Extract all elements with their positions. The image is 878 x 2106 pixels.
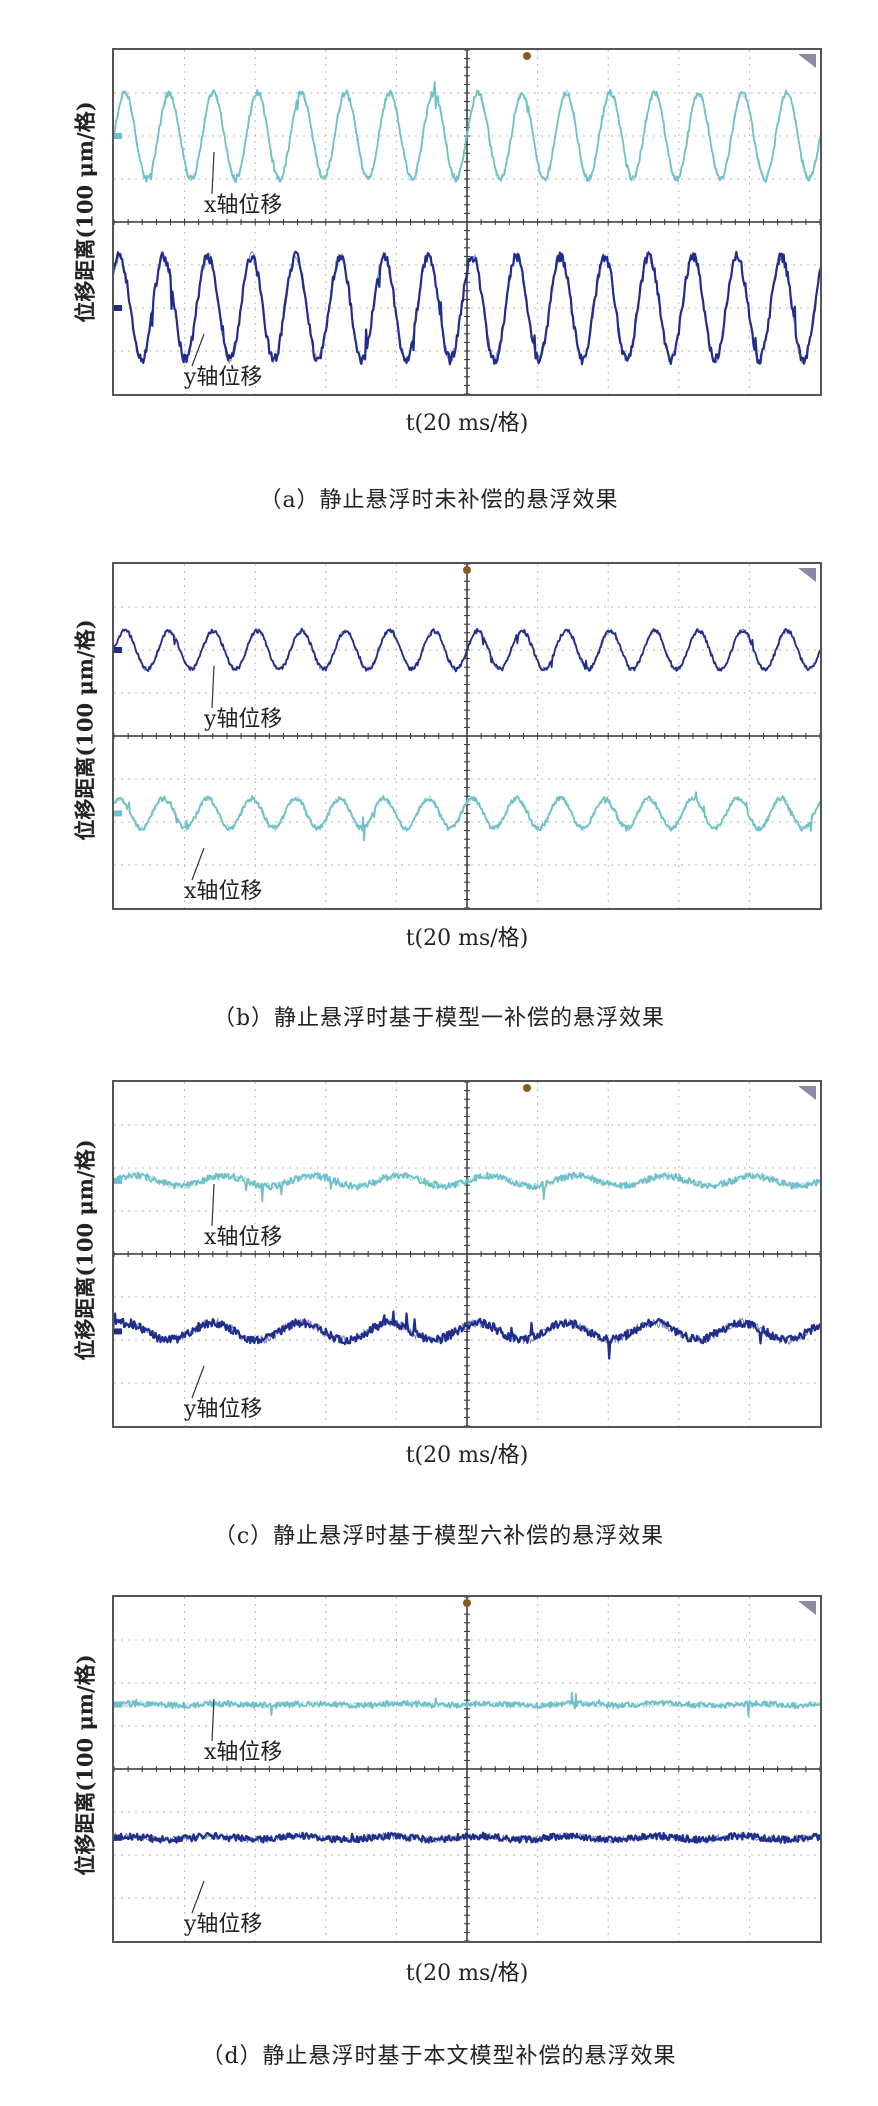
- trace-label-bottom: y轴位移: [183, 1397, 262, 1422]
- trace-line: [114, 794, 820, 833]
- leader-line: [211, 1698, 215, 1742]
- trace-line: [114, 627, 820, 673]
- trigger-marker-icon: [463, 1599, 471, 1607]
- trace-label-top: x轴位移: [204, 1740, 282, 1765]
- trace-label-top: x轴位移: [204, 193, 282, 218]
- channel-ground-marker: [114, 305, 122, 311]
- y-axis-label: 位移距离(100 μm/格): [73, 1654, 98, 1876]
- x-axis-label: t(20 ms/格): [405, 1961, 529, 1986]
- trace-line: [114, 1831, 820, 1844]
- trace-label-bottom: y轴位移: [183, 1912, 262, 1937]
- trace-label-bottom: y轴位移: [183, 365, 262, 390]
- trace-line: [114, 1831, 820, 1845]
- caption: （c）静止悬浮时基于模型六补偿的悬浮效果: [213, 1524, 665, 1549]
- oscilloscope-screen: x轴位移 y轴位移: [112, 1080, 822, 1428]
- panel-a: 位移距离(100 μm/格) x轴位移 y轴位移 t(20 ms/格) （a）静止…: [0, 0, 878, 520]
- trace-label-top: y轴位移: [203, 707, 282, 732]
- oscilloscope-screen: y轴位移 x轴位移: [112, 562, 822, 910]
- channel-ground-marker: [114, 1834, 122, 1841]
- caption: （d）静止悬浮时基于本文模型补偿的悬浮效果: [201, 2044, 677, 2069]
- leader-line: [191, 1365, 205, 1399]
- caption: （b）静止悬浮时基于模型一补偿的悬浮效果: [212, 1006, 666, 1031]
- trace-line: [114, 250, 820, 365]
- scope-plot: x轴位移 y轴位移: [114, 1597, 820, 1941]
- channel-ground-marker: [114, 1328, 122, 1335]
- leader-line: [191, 847, 205, 881]
- trace-line: [114, 1170, 820, 1191]
- leader-line: [191, 1880, 205, 1914]
- channel-ground-marker: [114, 1701, 122, 1708]
- channel-indicator-icon: [798, 1601, 816, 1615]
- trigger-marker-icon: [523, 52, 531, 60]
- trace-line: [114, 1691, 820, 1717]
- caption: （a）静止悬浮时未补偿的悬浮效果: [259, 488, 619, 513]
- trace-line: [114, 88, 820, 184]
- leader-line: [211, 1183, 215, 1227]
- scope-plot: x轴位移 y轴位移: [114, 50, 820, 394]
- channel-ground-marker: [114, 1177, 122, 1184]
- x-axis-label: t(20 ms/格): [405, 926, 529, 951]
- x-axis-label: t(20 ms/格): [405, 411, 529, 436]
- oscilloscope-screen: x轴位移 y轴位移: [112, 1595, 822, 1943]
- scope-plot: y轴位移 x轴位移: [114, 564, 820, 908]
- leader-line: [191, 333, 205, 367]
- channel-ground-marker: [114, 810, 122, 817]
- trace-line: [114, 1317, 820, 1345]
- trace-label-top: x轴位移: [204, 1225, 282, 1250]
- channel-ground-marker: [114, 133, 122, 139]
- channel-ground-marker: [114, 647, 122, 653]
- oscilloscope-screen: x轴位移 y轴位移: [112, 48, 822, 396]
- scope-plot: x轴位移 y轴位移: [114, 1082, 820, 1426]
- channel-indicator-icon: [798, 568, 816, 582]
- trace-line: [114, 1699, 820, 1710]
- panel-b: 位移距离(100 μm/格) y轴位移 x轴位移 t(20 ms/格) （b）静止…: [0, 0, 878, 1040]
- channel-indicator-icon: [798, 1086, 816, 1100]
- leader-line: [211, 665, 215, 709]
- panel-c: 位移距离(100 μm/格) x轴位移 y轴位移 t(20 ms/格) （c）静止…: [73, 1080, 822, 1549]
- leader-line: [211, 151, 215, 195]
- x-axis-label: t(20 ms/格): [405, 1443, 529, 1468]
- channel-indicator-icon: [798, 54, 816, 68]
- trigger-marker-icon: [463, 566, 471, 574]
- trigger-marker-icon: [523, 1084, 531, 1092]
- trace-label-bottom: x轴位移: [184, 879, 262, 904]
